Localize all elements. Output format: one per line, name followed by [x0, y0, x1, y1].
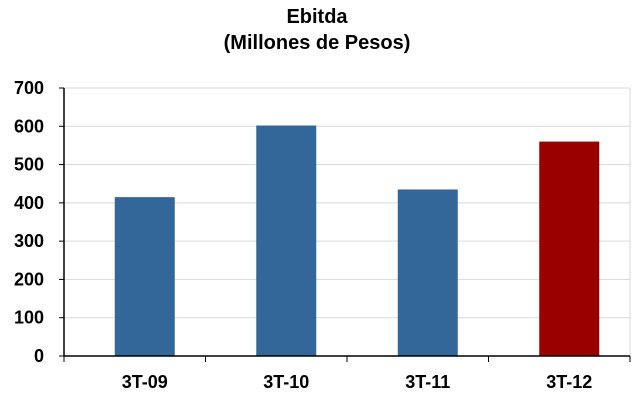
y-tick-label: 500 — [14, 155, 44, 175]
bar-3t-11 — [397, 189, 458, 356]
chart-title-block: Ebitda (Millones de Pesos) — [0, 4, 634, 56]
y-tick-label: 100 — [14, 308, 44, 328]
y-tick-label: 200 — [14, 269, 44, 289]
bar-3t-10 — [256, 125, 317, 357]
x-tick-label: 3T-11 — [405, 372, 450, 392]
bar-3t-12 — [539, 141, 600, 356]
y-tick-label: 400 — [14, 193, 44, 213]
y-tick-label: 600 — [14, 116, 44, 136]
y-tick-label: 700 — [14, 78, 44, 98]
chart-subtitle: (Millones de Pesos) — [223, 32, 411, 54]
chart-title: Ebitda — [286, 6, 348, 28]
x-tick-label: 3T-09 — [122, 372, 168, 392]
x-tick-label: 3T-12 — [546, 372, 592, 392]
x-tick-label: 3T-10 — [263, 372, 309, 392]
y-tick-label: 0 — [34, 346, 44, 366]
y-tick-label: 300 — [14, 231, 44, 251]
bar-3t-09 — [114, 197, 175, 356]
